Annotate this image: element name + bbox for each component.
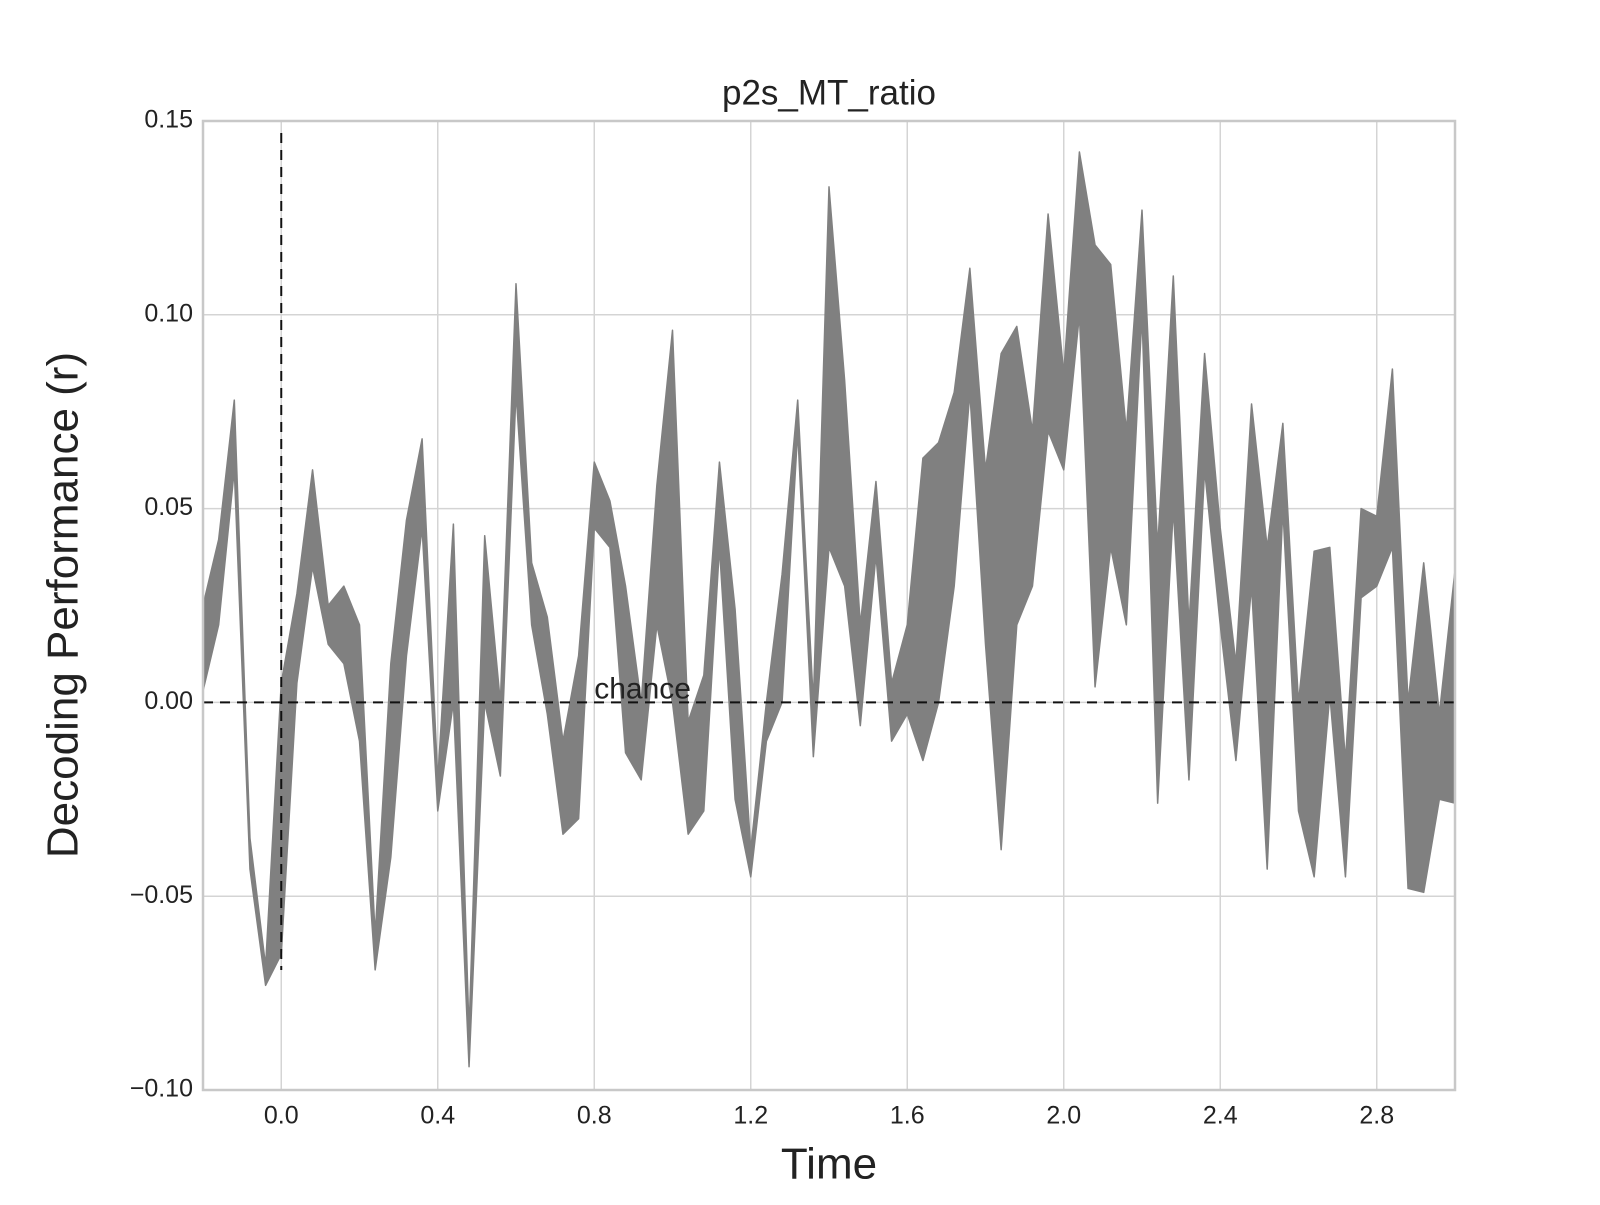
x-tick-label: 2.0: [1046, 1102, 1081, 1130]
y-tick-label: −0.10: [130, 1075, 193, 1103]
y-tick-label: 0.00: [144, 687, 193, 715]
y-axis-label: Decoding Performance (r): [39, 352, 88, 858]
y-tick-label: 0.10: [144, 299, 193, 327]
chart-title: p2s_MT_ratio: [722, 73, 936, 112]
x-tick-label: 2.4: [1203, 1102, 1238, 1130]
band-area: [202, 151, 1456, 1068]
x-tick-label: 1.2: [733, 1102, 768, 1130]
x-tick-label: 1.6: [890, 1102, 925, 1130]
x-tick-label: 0.4: [420, 1102, 455, 1130]
x-tick-label: 0.0: [264, 1102, 299, 1130]
x-tick-label: 0.8: [577, 1102, 612, 1130]
plot-frame: [201, 119, 1457, 1092]
y-tick-label: −0.05: [130, 881, 193, 909]
annotation: chance: [594, 672, 691, 705]
y-tick-label: 0.05: [144, 493, 193, 521]
x-axis-label: Time: [781, 1140, 877, 1189]
y-tick-label: 0.15: [144, 106, 193, 134]
x-tick-label: 2.8: [1359, 1102, 1394, 1130]
